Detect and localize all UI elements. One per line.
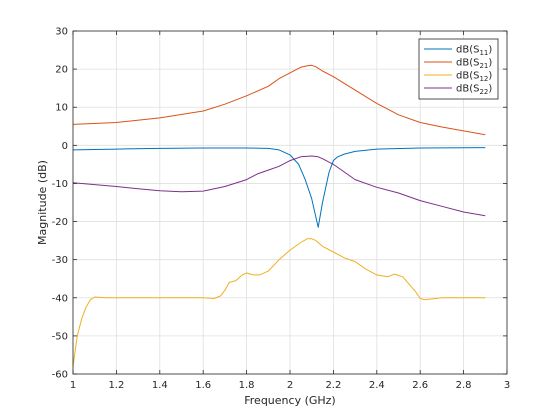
y-tick-label: -60 [52,370,68,381]
legend-label-subscript: 21 [479,62,488,70]
x-tick-label: 1.8 [239,380,255,391]
x-tick-label: 1.6 [195,380,211,391]
x-tick-label: 3 [504,380,510,391]
legend-label: dB(S22) [456,84,492,97]
y-tick-label: 20 [55,65,68,76]
legend-label-main: dB(S [456,45,479,56]
x-tick-label: 2.4 [369,380,385,391]
x-axis-label: Frequency (GHz) [244,394,335,407]
legend-label-main: dB(S [456,71,479,82]
legend-label-close: ) [488,58,492,69]
y-tick-labels: -60 -50 -40 -30 -20 -10 0 10 20 30 [52,27,68,381]
series-line-12 [72,238,486,367]
legend-label-subscript: 12 [479,75,488,83]
legend-label: dB(S21) [456,58,492,71]
legend-label: dB(S11) [456,45,492,58]
x-tick-label: 2.8 [456,380,472,391]
legend-label-close: ) [488,84,492,95]
legend-label-close: ) [488,71,492,82]
series-lines [72,64,486,367]
y-tick-label: 0 [62,141,68,152]
x-tick-label: 1.2 [108,380,124,391]
y-axis-label: Magnitude (dB) [36,160,49,245]
y-tick-label: -40 [52,293,68,304]
legend: dB(S11)dB(S21)dB(S12)dB(S22) [418,38,499,100]
legend-label-main: dB(S [456,84,479,95]
y-tick-label: -30 [52,255,68,266]
x-tick-label: 2.2 [325,380,341,391]
legend-label: dB(S12) [456,71,492,84]
y-tick-label: 30 [55,27,68,38]
y-tick-label: 10 [55,103,68,114]
series-line-22 [72,155,486,217]
x-tick-label: 2 [287,380,293,391]
x-tick-label: 1 [70,380,76,391]
legend-label-subscript: 11 [479,49,488,57]
series-line-11 [72,147,486,228]
y-tick-label: -50 [52,331,68,342]
x-tick-label: 1.4 [152,380,168,391]
legend-label-main: dB(S [456,58,479,69]
y-tick-label: -10 [52,179,68,190]
x-tick-labels: 1 1.2 1.4 1.6 1.8 2 2.2 2.4 2.6 2.8 3 [70,380,510,391]
series-line-21 [72,64,486,136]
y-tick-label: -20 [52,217,68,228]
legend-label-subscript: 22 [479,88,488,96]
x-tick-label: 2.6 [412,380,428,391]
axis-ticks [72,30,508,375]
legend-label-close: ) [488,45,492,56]
